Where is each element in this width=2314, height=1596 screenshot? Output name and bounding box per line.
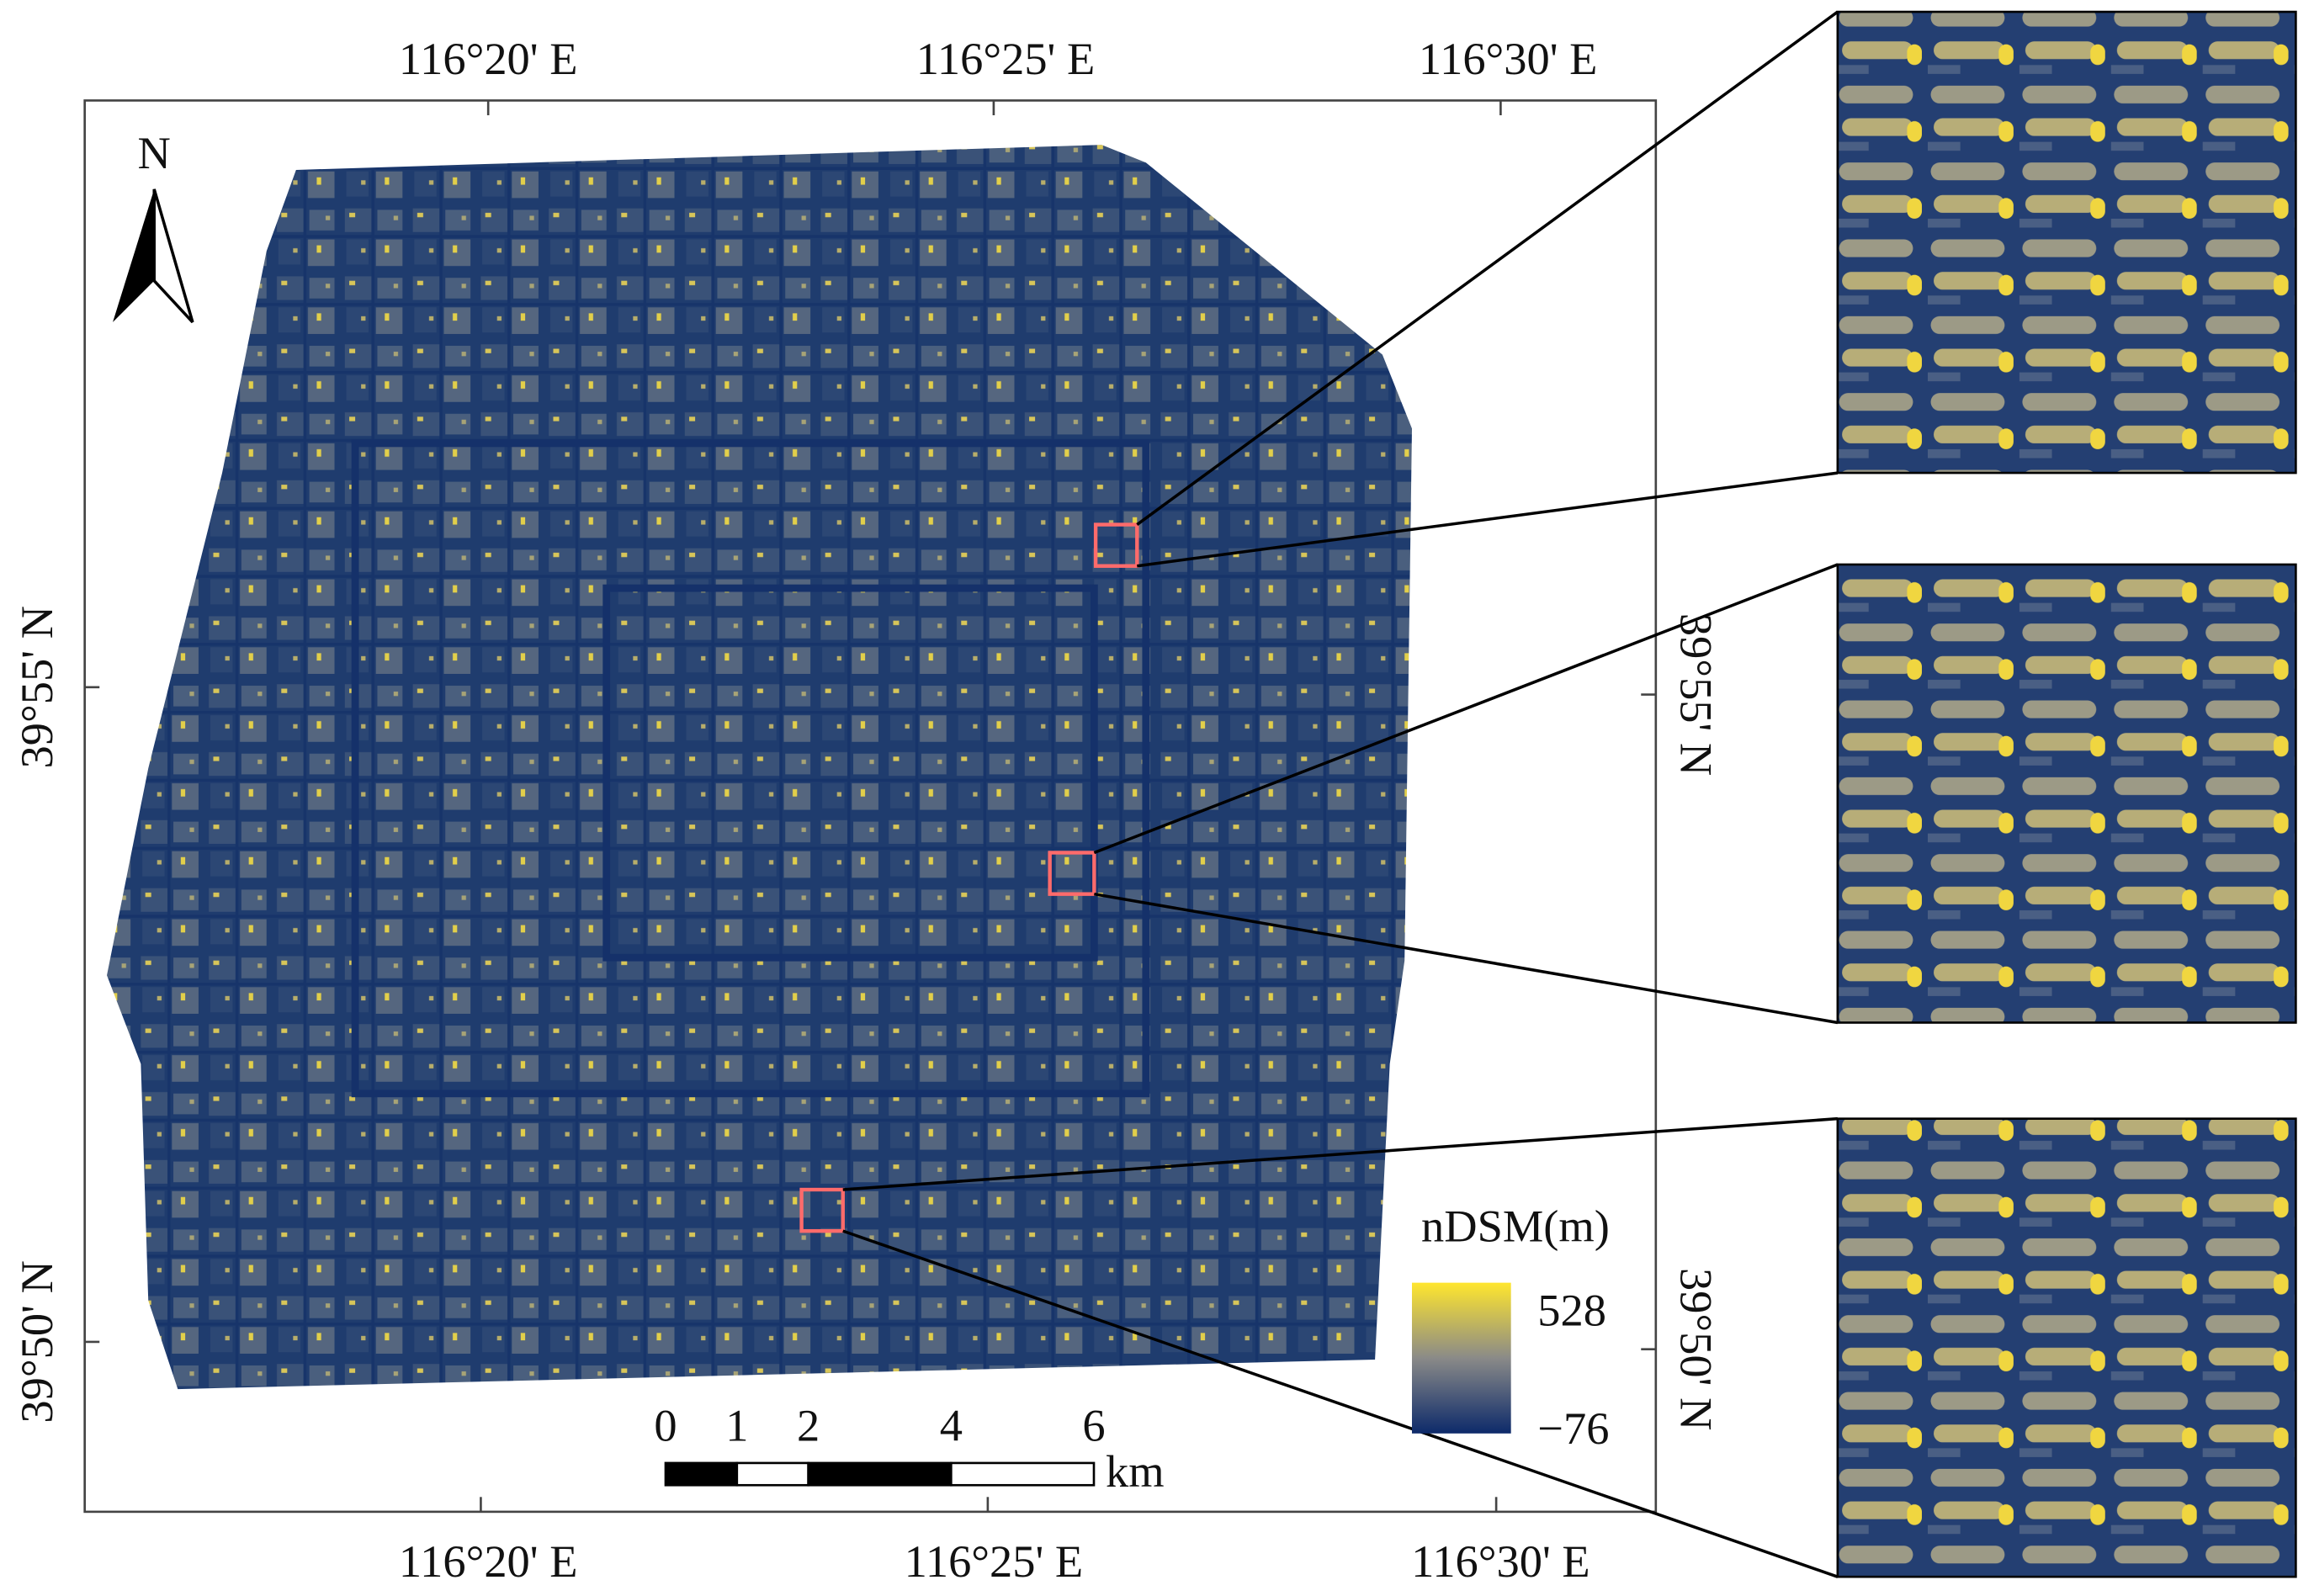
leader-lines [842,10,1839,1578]
insets [1836,10,2297,1578]
nDSM-map [107,145,1412,1390]
ring-roads [351,439,1150,1098]
scale-segment [807,1461,953,1487]
scale-label: 2 [797,1400,820,1451]
top-tick-label: 116°25' E [916,33,1096,84]
legend-title: nDSM(m) [1421,1200,1610,1251]
scale-label: 6 [1082,1400,1105,1451]
top-tick-label: 116°20' E [399,33,578,84]
left-tick-label: 39°50' N [11,1260,62,1423]
right-tick-label: 39°50' N [1671,1268,1722,1430]
legend: nDSM(m) 528 −76 [1411,1200,1610,1454]
scale-segment [950,1461,1096,1487]
zoom-boxes [799,522,1139,1233]
bottom-tick-label: 116°20' E [399,1535,578,1587]
right-tick-label: 39°55' N [1671,613,1722,776]
scale-segment [664,1461,739,1487]
scale-label: 4 [940,1400,963,1451]
scale-label: 1 [725,1400,748,1451]
frame-ticks [84,100,1656,1512]
top-tick-label: 116°30' E [1419,33,1598,84]
bottom-tick-label: 116°30' E [1411,1535,1590,1587]
scale-segment [735,1461,809,1487]
scale-unit: km [1106,1445,1165,1497]
bottom-tick-label: 116°25' E [905,1535,1084,1587]
left-tick-label: 39°55' N [11,606,62,768]
legend-max: 528 [1537,1285,1606,1336]
north-label: N [138,127,171,178]
legend-min: −76 [1537,1402,1609,1454]
color-ramp [1411,1282,1511,1434]
scale-bar: 0 1 2 4 6km [654,1400,1164,1497]
scale-label: 0 [654,1400,677,1451]
